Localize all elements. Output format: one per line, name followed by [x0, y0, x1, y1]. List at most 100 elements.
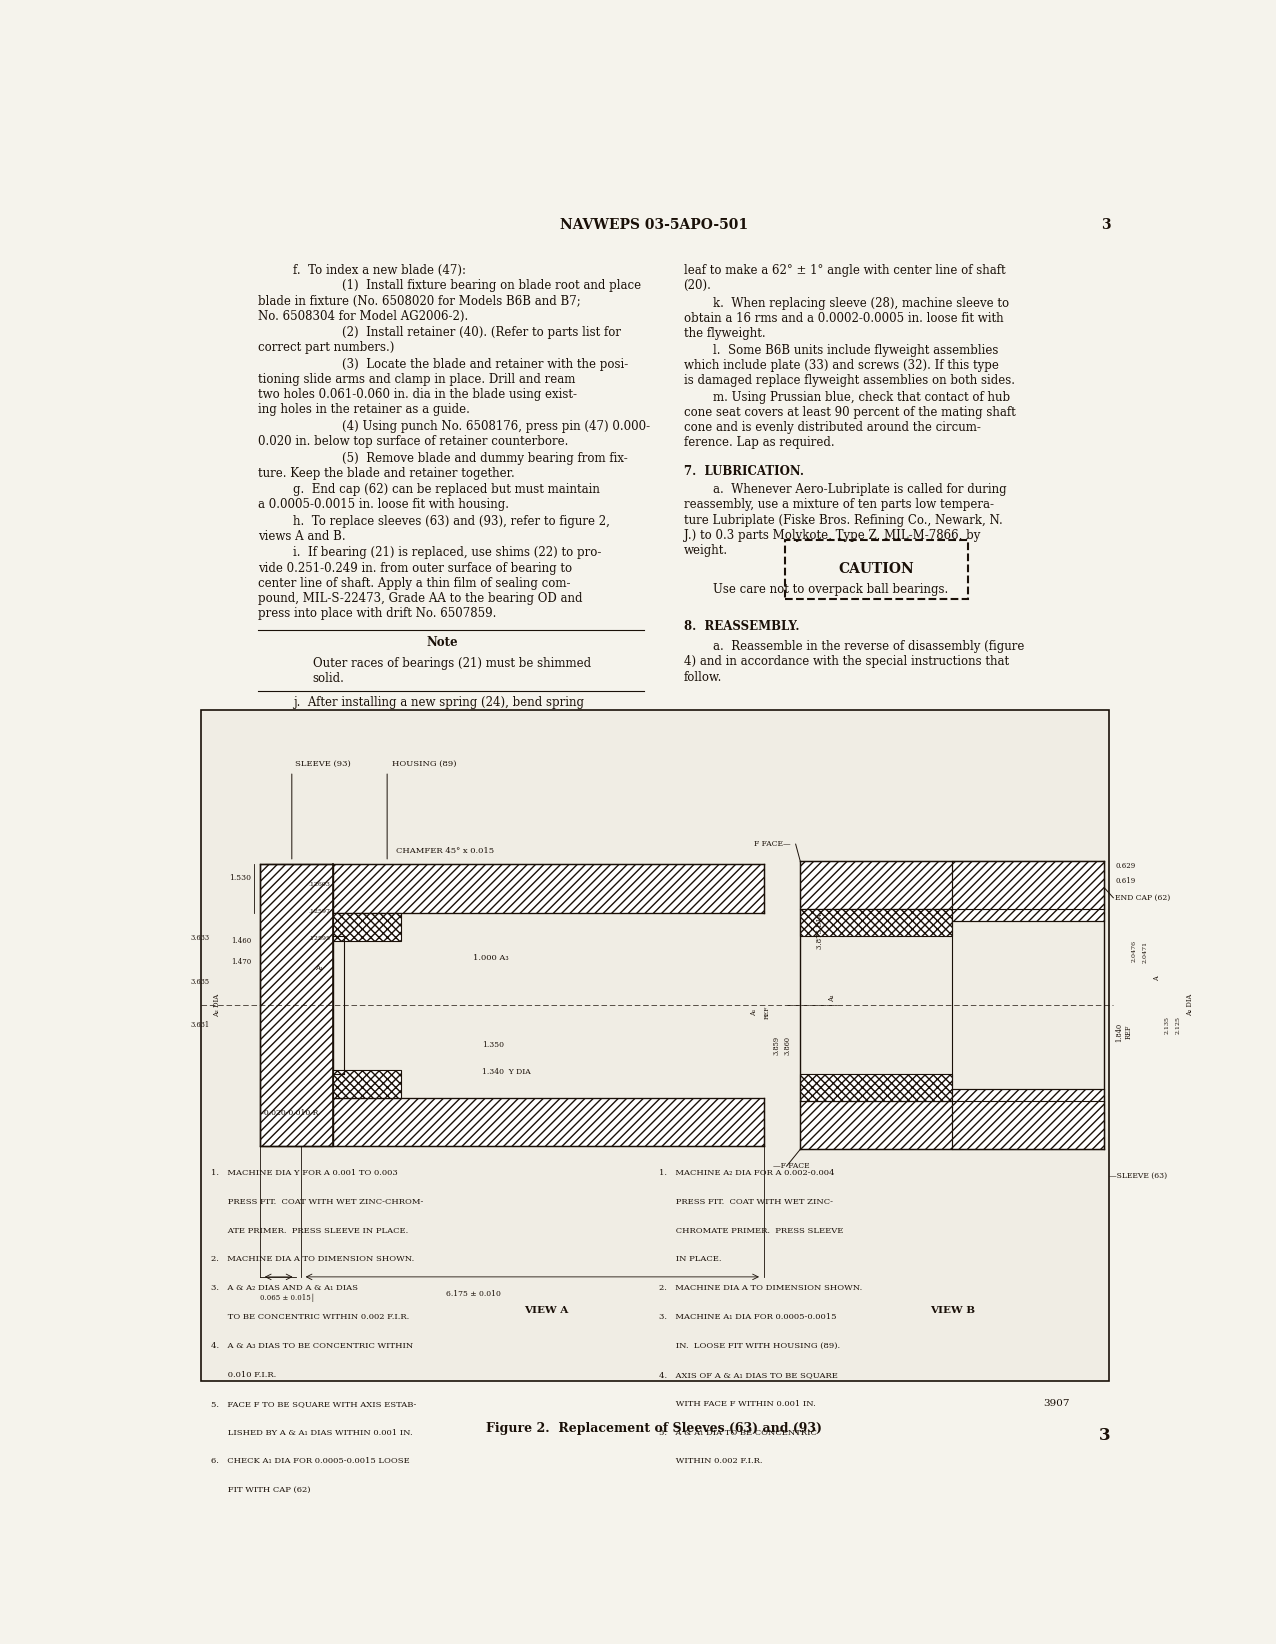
Bar	[264, 865, 764, 912]
Text: A₁: A₁	[828, 995, 836, 1003]
Text: f.  To index a new blade (47):: f. To index a new blade (47):	[293, 265, 466, 278]
Text: g.  End cap (62) can be replaced but must maintain: g. End cap (62) can be replaced but must…	[293, 483, 600, 496]
Bar	[202, 710, 1109, 1381]
Text: 6.175 ± 0.010: 6.175 ± 0.010	[445, 1291, 500, 1299]
Text: 8.  REASSEMBLY.: 8. REASSEMBLY.	[684, 620, 799, 633]
Text: reassembly, use a mixture of ten parts low tempera-: reassembly, use a mixture of ten parts l…	[684, 498, 994, 511]
Text: 0.010 F.I.R.: 0.010 F.I.R.	[211, 1371, 276, 1379]
Text: A₂ DIA: A₂ DIA	[1185, 995, 1194, 1016]
Text: CHAMFER 45° x 0.015: CHAMFER 45° x 0.015	[397, 847, 494, 855]
Text: Use care not to overpack ball bearings.: Use care not to overpack ball bearings.	[713, 584, 948, 597]
Text: PRESS FIT.  COAT WITH WET ZINC-: PRESS FIT. COAT WITH WET ZINC-	[660, 1198, 833, 1205]
Text: 5. A & A₁ DIA TO BE CONCENTRIC: 5. A & A₁ DIA TO BE CONCENTRIC	[660, 1429, 818, 1437]
Text: FIT WITH CAP (62): FIT WITH CAP (62)	[211, 1486, 310, 1494]
Bar	[952, 1088, 1104, 1149]
Text: two holes 0.061-0.060 in. dia in the blade using exist-: two holes 0.061-0.060 in. dia in the bla…	[258, 388, 577, 401]
Text: (2)  Install retainer (40). (Refer to parts list for: (2) Install retainer (40). (Refer to par…	[342, 326, 621, 339]
Text: Note: Note	[426, 636, 458, 649]
Text: SLEEVE (93): SLEEVE (93)	[295, 760, 351, 768]
Text: LISHED BY A & A₁ DIAS WITHIN 0.001 IN.: LISHED BY A & A₁ DIAS WITHIN 0.001 IN.	[211, 1429, 412, 1437]
Text: 2.0476: 2.0476	[1132, 940, 1137, 962]
Text: 3. A & A₂ DIAS AND A & A₁ DIAS: 3. A & A₂ DIAS AND A & A₁ DIAS	[211, 1284, 359, 1292]
Text: (1)  Install fixture bearing on blade root and place: (1) Install fixture bearing on blade roo…	[342, 279, 642, 293]
Text: weight.: weight.	[684, 544, 727, 557]
Bar	[952, 861, 1104, 921]
Text: tioning slide arms and clamp in place. Drill and ream: tioning slide arms and clamp in place. D…	[258, 373, 575, 386]
Text: 1.530: 1.530	[228, 873, 251, 881]
Text: WITH FACE F WITHIN 0.001 IN.: WITH FACE F WITHIN 0.001 IN.	[660, 1399, 817, 1407]
Text: views A and B.: views A and B.	[258, 529, 346, 543]
Text: 4. A & A₃ DIAS TO BE CONCENTRIC WITHIN: 4. A & A₃ DIAS TO BE CONCENTRIC WITHIN	[211, 1342, 413, 1350]
Text: 4. AXIS OF A & A₁ DIAS TO BE SQUARE: 4. AXIS OF A & A₁ DIAS TO BE SQUARE	[660, 1371, 838, 1379]
Text: ATE PRIMER.  PRESS SLEEVE IN PLACE.: ATE PRIMER. PRESS SLEEVE IN PLACE.	[211, 1226, 408, 1235]
Text: 1. MACHINE A₂ DIA FOR A 0.002-0.004: 1. MACHINE A₂ DIA FOR A 0.002-0.004	[660, 1169, 835, 1177]
Text: A₁: A₁	[750, 1008, 758, 1016]
Text: 2.135: 2.135	[1164, 1016, 1169, 1034]
Text: leaf to make a 62° ± 1° angle with center line of shaft: leaf to make a 62° ± 1° angle with cente…	[684, 265, 1005, 278]
Text: 1.460: 1.460	[231, 937, 251, 945]
Bar	[333, 1070, 401, 1098]
Text: .12597: .12597	[308, 909, 330, 914]
Bar	[800, 909, 952, 935]
Text: j.  After installing a new spring (24), bend spring: j. After installing a new spring (24), b…	[293, 695, 584, 709]
Bar	[800, 861, 1104, 909]
Text: 3.631: 3.631	[191, 1021, 211, 1029]
Text: (3)  Locate the blade and retainer with the posi-: (3) Locate the blade and retainer with t…	[342, 358, 629, 372]
Text: follow.: follow.	[684, 671, 722, 684]
Text: l.  Some B6B units include flyweight assemblies: l. Some B6B units include flyweight asse…	[713, 344, 999, 357]
Text: CHROMATE PRIMER.  PRESS SLEEVE: CHROMATE PRIMER. PRESS SLEEVE	[660, 1226, 843, 1235]
Text: 3.860: 3.860	[783, 1036, 791, 1055]
Text: (5)  Remove blade and dummy bearing from fix-: (5) Remove blade and dummy bearing from …	[342, 452, 628, 465]
Text: —F FACE: —F FACE	[773, 1162, 809, 1171]
Text: WITHIN 0.002 F.I.R.: WITHIN 0.002 F.I.R.	[660, 1457, 763, 1465]
Text: vide 0.251-0.249 in. from outer surface of bearing to: vide 0.251-0.249 in. from outer surface …	[258, 562, 573, 575]
Text: cone and is evenly distributed around the circum-: cone and is evenly distributed around th…	[684, 421, 980, 434]
Text: 3907: 3907	[1042, 1399, 1069, 1409]
Text: 3.633: 3.633	[191, 934, 211, 942]
Text: CAUTION: CAUTION	[838, 562, 915, 577]
Text: 2.125: 2.125	[1175, 1016, 1180, 1034]
Text: A₁: A₁	[315, 965, 323, 972]
Text: 1.840: 1.840	[1115, 1023, 1123, 1042]
Text: 3. MACHINE A₁ DIA FOR 0.0005-0.0015: 3. MACHINE A₁ DIA FOR 0.0005-0.0015	[660, 1314, 837, 1322]
Text: HOUSING (89): HOUSING (89)	[392, 760, 457, 768]
Text: 2. MACHINE DIA A TO DIMENSION SHOWN.: 2. MACHINE DIA A TO DIMENSION SHOWN.	[660, 1284, 863, 1292]
Text: Outer races of bearings (21) must be shimmed: Outer races of bearings (21) must be shi…	[313, 656, 591, 669]
Text: ing holes in the retainer as a guide.: ing holes in the retainer as a guide.	[258, 403, 471, 416]
Text: IN.  LOOSE FIT WITH HOUSING (89).: IN. LOOSE FIT WITH HOUSING (89).	[660, 1342, 841, 1350]
Text: pound, MIL-S-22473, Grade AA to the bearing OD and: pound, MIL-S-22473, Grade AA to the bear…	[258, 592, 583, 605]
Text: k.  When replacing sleeve (28), machine sleeve to: k. When replacing sleeve (28), machine s…	[713, 298, 1009, 311]
Text: m. Using Prussian blue, check that contact of hub: m. Using Prussian blue, check that conta…	[713, 391, 1011, 404]
Text: press into place with drift No. 6507859.: press into place with drift No. 6507859.	[258, 607, 496, 620]
Text: a.  Whenever Aero-Lubriplate is called for during: a. Whenever Aero-Lubriplate is called fo…	[713, 483, 1007, 496]
Text: 3.859: 3.859	[772, 1036, 780, 1055]
Text: i.  If bearing (21) is replaced, use shims (22) to pro-: i. If bearing (21) is replaced, use shim…	[293, 546, 601, 559]
Text: A₂ DIA: A₂ DIA	[213, 993, 221, 1016]
Text: which include plate (33) and screws (32). If this type: which include plate (33) and screws (32)…	[684, 358, 999, 372]
Bar	[800, 1074, 952, 1101]
Text: –0.020-0.010 R: –0.020-0.010 R	[260, 1108, 319, 1116]
Text: No. 6508304 for Model AG2006-2).: No. 6508304 for Model AG2006-2).	[258, 309, 468, 322]
Text: REF: REF	[1124, 1024, 1132, 1039]
Text: VIEW A: VIEW A	[524, 1305, 568, 1315]
Bar	[800, 1101, 1104, 1149]
Text: 2. MACHINE DIA A TO DIMENSION SHOWN.: 2. MACHINE DIA A TO DIMENSION SHOWN.	[211, 1256, 415, 1264]
Text: is damaged replace flyweight assemblies on both sides.: is damaged replace flyweight assemblies …	[684, 375, 1014, 388]
Text: h.  To replace sleeves (63) and (93), refer to figure 2,: h. To replace sleeves (63) and (93), ref…	[293, 515, 610, 528]
Text: blade in fixture (No. 6508020 for Models B6B and B7;: blade in fixture (No. 6508020 for Models…	[258, 294, 581, 307]
Text: (20).: (20).	[684, 279, 712, 293]
Text: .12595: .12595	[308, 935, 330, 940]
Text: IN PLACE.: IN PLACE.	[660, 1256, 722, 1264]
Text: .12603: .12603	[308, 881, 330, 886]
Text: obtain a 16 rms and a 0.0002-0.0005 in. loose fit with: obtain a 16 rms and a 0.0002-0.0005 in. …	[684, 312, 1003, 326]
Bar	[264, 1098, 764, 1146]
Text: 2.0471: 2.0471	[1142, 940, 1147, 962]
Text: VIEW B: VIEW B	[930, 1305, 975, 1315]
Text: END CAP (62): END CAP (62)	[1115, 894, 1170, 903]
Text: 0.619: 0.619	[1115, 876, 1136, 884]
Text: ference. Lap as required.: ference. Lap as required.	[684, 436, 835, 449]
Text: (4) Using punch No. 6508176, press pin (47) 0.000-: (4) Using punch No. 6508176, press pin (…	[342, 419, 651, 432]
Text: 6. CHECK A₁ DIA FOR 0.0005-0.0015 LOOSE: 6. CHECK A₁ DIA FOR 0.0005-0.0015 LOOSE	[211, 1457, 410, 1465]
Text: NAVWEPS 03-5APO-501: NAVWEPS 03-5APO-501	[560, 219, 748, 232]
Text: a 0.0005-0.0015 in. loose fit with housing.: a 0.0005-0.0015 in. loose fit with housi…	[258, 498, 509, 511]
